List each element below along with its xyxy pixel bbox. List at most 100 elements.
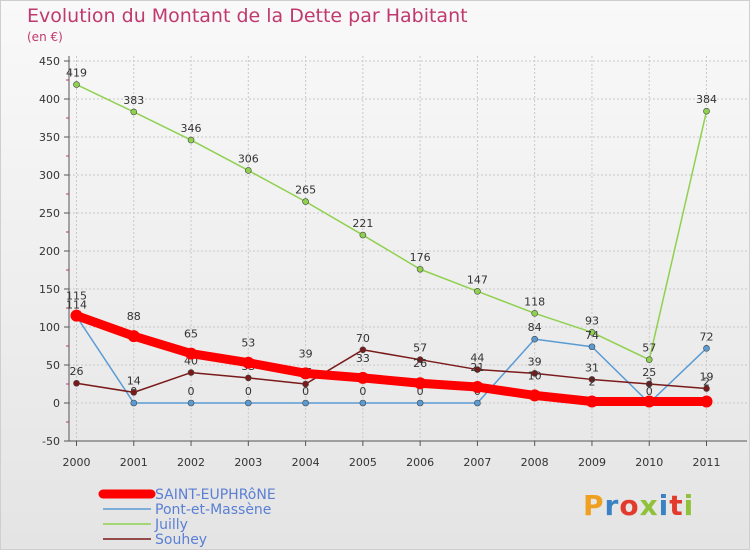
- y-tick-label: 150: [39, 283, 60, 296]
- data-point-souhey: [474, 366, 481, 373]
- data-label-saint-euphr-ne: 53: [241, 337, 255, 350]
- y-tick-label: 250: [39, 207, 60, 220]
- x-tick-label: 2009: [578, 456, 606, 469]
- data-point-souhey: [645, 380, 653, 388]
- data-point-juilly: [245, 167, 252, 174]
- data-label-saint-euphr-ne: 21: [470, 361, 484, 374]
- legend-label: Pont-et-Massène: [155, 502, 271, 518]
- data-point-saint-euphr-ne: [185, 347, 198, 360]
- data-point-juilly: [187, 136, 195, 144]
- data-point-souhey: [416, 356, 424, 363]
- data-label-juilly: 419: [66, 67, 87, 80]
- data-point-souhey: [245, 374, 252, 382]
- data-label-pont-et-mass-ne: 114: [66, 298, 87, 311]
- data-point-saint-euphr-ne: [356, 371, 369, 384]
- chart-unit-label: (en €): [27, 30, 63, 44]
- data-label-saint-euphr-ne: 115: [66, 290, 87, 303]
- series-line-saint-euphr-ne: [72, 311, 711, 406]
- data-point-juilly: [703, 107, 710, 115]
- data-label-souhey: 44: [470, 352, 484, 365]
- data-point-souhey: [359, 346, 367, 354]
- data-point-saint-euphr-ne: [585, 395, 598, 408]
- data-point-souhey: [588, 376, 596, 383]
- legend-label: Juilly: [154, 517, 188, 533]
- data-label-saint-euphr-ne: 88: [127, 310, 141, 323]
- x-tick-label: 2004: [292, 456, 320, 469]
- series-line-pont-et-mass-ne: [75, 315, 708, 404]
- data-point-juilly: [359, 231, 367, 239]
- data-label-pont-et-mass-ne: 0: [245, 385, 252, 398]
- proxiti-logo: Proxiti: [583, 489, 695, 522]
- data-point-pont-et-mass-ne: [187, 399, 195, 407]
- data-label-saint-euphr-ne: 10: [528, 369, 542, 382]
- data-label-pont-et-mass-ne: 0: [417, 385, 424, 398]
- y-tick-label: 350: [39, 131, 60, 144]
- data-label-saint-euphr-ne: 65: [184, 328, 198, 341]
- data-point-pont-et-mass-ne: [531, 335, 538, 343]
- data-label-souhey: 19: [700, 371, 714, 384]
- data-point-saint-euphr-ne: [471, 381, 484, 394]
- data-label-pont-et-mass-ne: 72: [700, 330, 714, 343]
- data-point-juilly: [416, 265, 424, 273]
- data-label-souhey: 31: [585, 361, 599, 374]
- data-label-saint-euphr-ne: 33: [356, 352, 370, 365]
- data-label-pont-et-mass-ne: 84: [528, 321, 542, 334]
- data-point-pont-et-mass-ne: [588, 343, 596, 351]
- data-label-juilly: 384: [696, 93, 717, 106]
- y-tick-label: 50: [46, 359, 60, 372]
- data-point-pont-et-mass-ne: [474, 399, 481, 407]
- data-point-pont-et-mass-ne: [416, 399, 424, 407]
- data-label-pont-et-mass-ne: 0: [188, 385, 195, 398]
- x-tick-label: 2000: [63, 456, 91, 469]
- legend-label: SAINT-EUPHRôNE: [155, 487, 276, 503]
- data-point-souhey: [73, 379, 80, 387]
- data-point-saint-euphr-ne: [700, 395, 713, 408]
- data-point-souhey: [703, 385, 710, 392]
- data-point-pont-et-mass-ne: [703, 344, 710, 352]
- data-point-saint-euphr-ne: [528, 389, 541, 402]
- data-label-pont-et-mass-ne: 0: [646, 385, 653, 398]
- data-point-saint-euphr-ne: [70, 309, 83, 322]
- legend-label: Souhey: [155, 532, 207, 548]
- data-label-saint-euphr-ne: 2: [588, 375, 595, 388]
- data-point-souhey: [531, 370, 538, 377]
- y-tick-label: -50: [42, 435, 60, 448]
- data-point-pont-et-mass-ne: [130, 399, 138, 407]
- data-label-souhey: 57: [413, 342, 427, 355]
- y-tick-label: 450: [39, 55, 60, 68]
- data-point-saint-euphr-ne: [299, 367, 312, 380]
- x-tick-label: 2006: [406, 456, 434, 469]
- data-label-juilly: 346: [181, 122, 202, 135]
- x-tick-label: 2001: [120, 456, 148, 469]
- y-tick-label: 400: [39, 93, 60, 106]
- data-label-juilly: 147: [467, 273, 488, 286]
- data-label-juilly: 265: [295, 184, 316, 197]
- data-point-saint-euphr-ne: [242, 356, 255, 369]
- y-tick-label: 300: [39, 169, 60, 182]
- x-tick-label: 2011: [693, 456, 721, 469]
- data-point-souhey: [130, 389, 138, 396]
- data-point-souhey: [302, 380, 309, 388]
- y-tick-label: 100: [39, 321, 60, 334]
- data-point-juilly: [73, 81, 80, 88]
- data-label-juilly: 221: [352, 217, 373, 230]
- data-label-juilly: 306: [238, 152, 259, 165]
- data-label-souhey: 26: [70, 365, 84, 378]
- x-tick-label: 2010: [635, 456, 663, 469]
- data-point-juilly: [588, 329, 596, 336]
- x-tick-label: 2005: [349, 456, 377, 469]
- data-label-souhey: 25: [642, 366, 656, 379]
- data-label-juilly: 118: [524, 295, 545, 308]
- data-label-saint-euphr-ne: 2: [646, 375, 653, 388]
- data-label-juilly: 57: [642, 342, 656, 355]
- chart-title: Evolution du Montant de la Dette par Hab…: [27, 5, 468, 27]
- data-point-juilly: [645, 356, 653, 363]
- data-point-souhey: [187, 369, 195, 376]
- x-tick-label: 2008: [521, 456, 549, 469]
- y-tick-label: 200: [39, 245, 60, 258]
- series-line-juilly: [75, 83, 708, 361]
- data-point-saint-euphr-ne: [414, 377, 427, 390]
- data-point-juilly: [531, 310, 538, 317]
